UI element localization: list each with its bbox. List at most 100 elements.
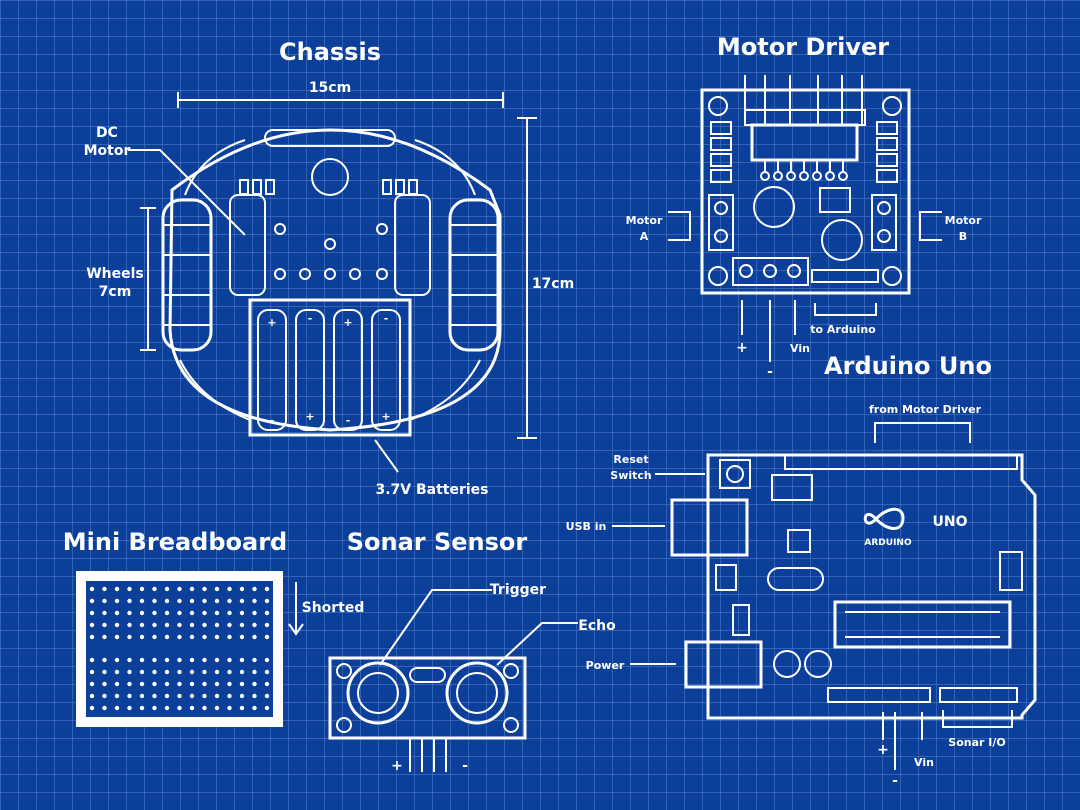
uno-label: UNO xyxy=(933,514,968,530)
breadboard-hole xyxy=(127,669,132,675)
breadboard-hole xyxy=(214,657,220,663)
breadboard-hole xyxy=(202,586,207,592)
breadboard-hole xyxy=(239,622,245,628)
breadboard-hole xyxy=(127,681,132,687)
svg-text:-: - xyxy=(384,312,389,325)
breadboard-hole xyxy=(214,622,220,628)
breadboard-hole xyxy=(164,705,170,711)
breadboard-hole xyxy=(177,705,182,711)
breadboard-hole xyxy=(152,586,157,592)
breadboard-hole xyxy=(139,681,145,687)
breadboard-hole xyxy=(227,669,232,675)
breadboard-hole xyxy=(214,634,220,640)
power-jack xyxy=(684,640,763,689)
breadboard-hole xyxy=(202,705,207,711)
breadboard-hole xyxy=(114,681,120,687)
breadboard-hole xyxy=(214,693,220,699)
breadboard-hole xyxy=(127,598,132,604)
breadboard-hole xyxy=(252,693,257,699)
batteries-label: 3.7V Batteries xyxy=(375,482,488,498)
breadboard-hole xyxy=(152,634,157,640)
sonar-title: Sonar Sensor xyxy=(347,528,528,556)
breadboard-section: Mini Breadboard Shorted xyxy=(63,528,364,727)
breadboard-hole xyxy=(114,669,120,675)
breadboard-hole xyxy=(89,622,95,628)
md-vin-label: Vin xyxy=(790,342,810,355)
svg-text:-: - xyxy=(346,414,351,427)
motor-b-terminal xyxy=(871,194,897,251)
echo-label: Echo xyxy=(578,618,616,634)
sonar-plus-label: + xyxy=(391,758,403,774)
sonar-section: Sonar Sensor + - Trigger Echo xyxy=(328,528,616,774)
breadboard-hole xyxy=(164,681,170,687)
breadboard-hole xyxy=(152,610,157,616)
breadboard-hole xyxy=(252,657,257,663)
breadboard-hole xyxy=(189,669,195,675)
breadboard-hole xyxy=(139,705,145,711)
breadboard-hole xyxy=(114,610,120,616)
breadboard-holes xyxy=(89,586,270,711)
breadboard-hole xyxy=(264,693,270,699)
breadboard-hole xyxy=(139,693,145,699)
breadboard-hole xyxy=(139,610,145,616)
echo-transducer xyxy=(445,661,509,725)
svg-text:+: + xyxy=(267,316,276,329)
breadboard-hole xyxy=(264,610,270,616)
svg-text:-: - xyxy=(270,414,275,427)
breadboard-hole xyxy=(102,586,107,592)
breadboard-hole xyxy=(89,693,95,699)
breadboard-hole xyxy=(152,705,157,711)
breadboard-hole xyxy=(102,598,107,604)
reset-label-2: Switch xyxy=(610,469,651,482)
sonar-board xyxy=(328,656,527,740)
breadboard-hole xyxy=(177,657,182,663)
breadboard-hole xyxy=(177,586,182,592)
breadboard-hole xyxy=(252,598,257,604)
ard-minus-label: - xyxy=(892,773,898,789)
right-wheel xyxy=(448,198,500,352)
breadboard-hole xyxy=(239,705,245,711)
breadboard-hole xyxy=(102,693,107,699)
breadboard-hole xyxy=(152,622,157,628)
breadboard-hole xyxy=(202,634,207,640)
breadboard-hole xyxy=(139,622,145,628)
breadboard-hole xyxy=(127,693,132,699)
breadboard-hole xyxy=(202,610,207,616)
motor-b-label-2: B xyxy=(959,230,967,243)
breadboard-hole xyxy=(127,586,132,592)
breadboard-hole xyxy=(189,586,195,592)
chassis-section: Chassis 15cm 17cm xyxy=(84,38,575,498)
breadboard-hole xyxy=(227,610,232,616)
motor-driver-section: Motor Driver xyxy=(626,33,982,380)
microcontroller xyxy=(833,600,1012,649)
breadboard-hole xyxy=(189,598,195,604)
motor-a-label-1: Motor xyxy=(626,214,663,227)
arduino-section: Arduino Uno from Motor Driver UNO ARDUIN… xyxy=(566,352,1037,789)
breadboard-hole xyxy=(152,681,157,687)
arduino-board xyxy=(706,453,1037,720)
chassis-hole xyxy=(311,158,349,196)
breadboard-hole xyxy=(239,586,245,592)
motor-driver-board xyxy=(700,88,911,295)
breadboard-hole xyxy=(214,681,220,687)
breadboard-hole xyxy=(177,669,182,675)
breadboard-hole xyxy=(114,705,120,711)
breadboard-hole xyxy=(152,657,157,663)
breadboard-hole xyxy=(252,634,257,640)
breadboard-hole xyxy=(189,705,195,711)
breadboard-hole xyxy=(239,634,245,640)
breadboard-hole xyxy=(252,669,257,675)
breadboard-hole xyxy=(264,657,270,663)
svg-text:+: + xyxy=(381,410,390,423)
breadboard-hole xyxy=(227,657,232,663)
icsp-header xyxy=(771,474,813,501)
breadboard-hole xyxy=(139,586,145,592)
breadboard-hole xyxy=(102,681,107,687)
breadboard-hole xyxy=(227,705,232,711)
breadboard-hole xyxy=(102,622,107,628)
wheels-label-2: 7cm xyxy=(99,284,132,300)
breadboard-hole xyxy=(127,705,132,711)
breadboard-hole xyxy=(252,586,257,592)
